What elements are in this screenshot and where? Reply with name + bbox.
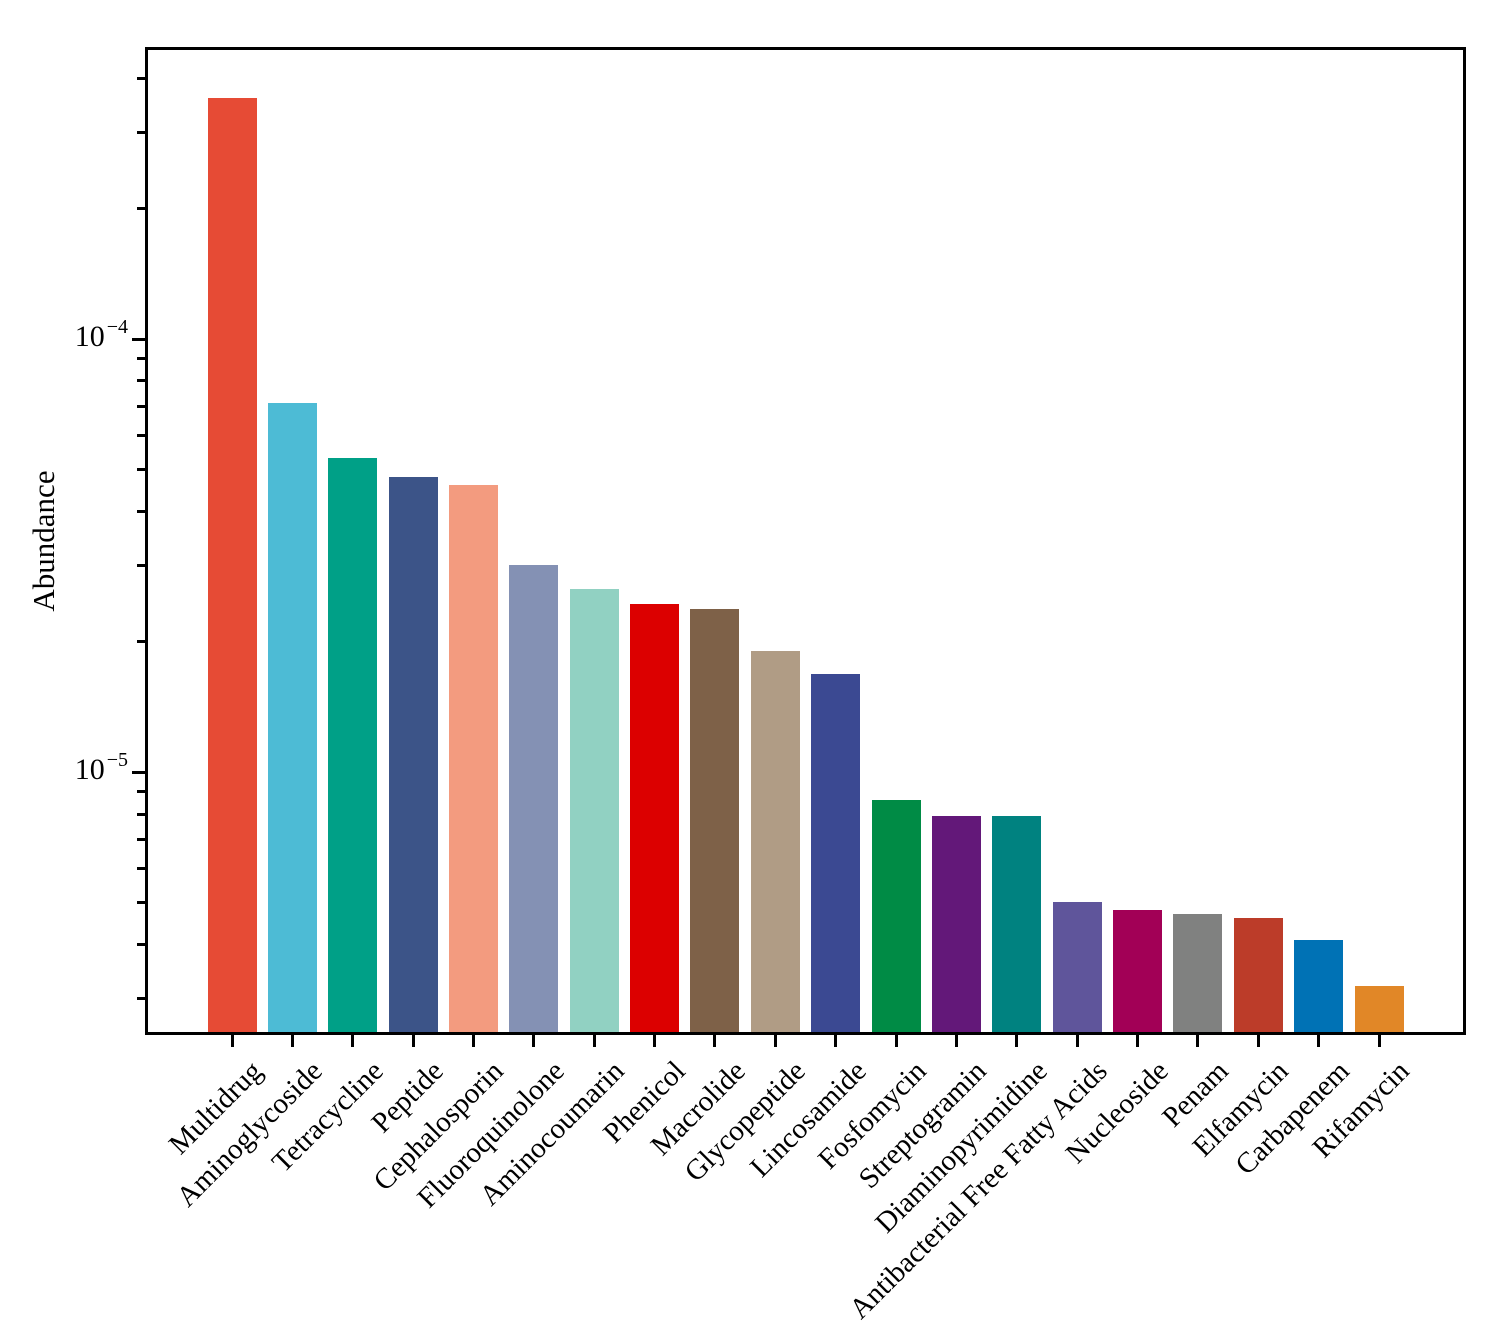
bar (569, 588, 619, 1032)
bar (509, 565, 559, 1032)
x-axis-tick (1196, 1035, 1200, 1047)
bar (750, 651, 800, 1032)
y-axis-minor-tick (137, 996, 145, 1000)
bar (1113, 910, 1163, 1032)
x-axis-tick (1377, 1035, 1381, 1047)
y-tick-exponent: −4 (106, 316, 128, 339)
plot-area (145, 47, 1466, 1035)
y-axis-minor-tick (137, 837, 145, 841)
bar (1233, 918, 1283, 1032)
y-axis-tick-label: 10 −4 (0, 315, 128, 362)
x-axis-tick (1075, 1035, 1079, 1047)
x-axis-tick (290, 1035, 294, 1047)
x-axis-tick (1317, 1035, 1321, 1047)
x-axis-tick (834, 1035, 838, 1047)
y-axis-minor-tick (137, 900, 145, 904)
x-axis-tick (1256, 1035, 1260, 1047)
y-axis-minor-tick (137, 379, 145, 383)
x-axis-tick (713, 1035, 717, 1047)
x-axis-tick (471, 1035, 475, 1047)
y-axis-major-tick (132, 770, 145, 774)
y-axis-minor-tick (137, 130, 145, 134)
bar (388, 477, 438, 1032)
y-axis-minor-tick (137, 866, 145, 870)
y-axis-minor-tick (137, 640, 145, 644)
y-axis-minor-tick (137, 812, 145, 816)
bar (871, 800, 921, 1032)
x-axis-tick (411, 1035, 415, 1047)
y-tick-base: 10 (74, 753, 105, 787)
bar (690, 608, 740, 1032)
bar (1294, 939, 1344, 1032)
bar (207, 98, 257, 1032)
x-axis-tick (1136, 1035, 1140, 1047)
bar (811, 674, 861, 1032)
bar (992, 816, 1042, 1032)
bar (1173, 914, 1223, 1032)
bar (448, 485, 498, 1032)
y-axis-minor-tick (137, 467, 145, 471)
bar (328, 458, 378, 1032)
y-tick-exponent: −5 (106, 749, 128, 772)
y-axis-title: Abundance (26, 470, 61, 612)
y-axis-tick-label: 10 −5 (0, 748, 128, 795)
x-axis-tick (894, 1035, 898, 1047)
y-axis-minor-tick (137, 942, 145, 946)
y-axis-minor-tick (137, 433, 145, 437)
y-axis-minor-tick (137, 357, 145, 361)
y-axis-minor-tick (137, 404, 145, 408)
y-tick-base: 10 (74, 320, 105, 354)
bar (630, 604, 680, 1032)
y-axis-minor-tick (137, 509, 145, 513)
bar (267, 403, 317, 1032)
x-axis-tick (773, 1035, 777, 1047)
y-axis-minor-tick (137, 563, 145, 567)
x-axis-tick (532, 1035, 536, 1047)
bar (1354, 986, 1404, 1032)
bar (1052, 902, 1102, 1032)
y-axis-major-tick (132, 337, 145, 341)
x-axis-tick (592, 1035, 596, 1047)
x-axis-tick (230, 1035, 234, 1047)
y-axis-minor-tick (137, 207, 145, 211)
y-axis-minor-tick (137, 790, 145, 794)
x-axis-tick (1015, 1035, 1019, 1047)
bar (931, 816, 981, 1032)
y-axis-minor-tick (137, 76, 145, 80)
x-axis-tick (653, 1035, 657, 1047)
x-axis-tick (954, 1035, 958, 1047)
x-axis-tick (351, 1035, 355, 1047)
